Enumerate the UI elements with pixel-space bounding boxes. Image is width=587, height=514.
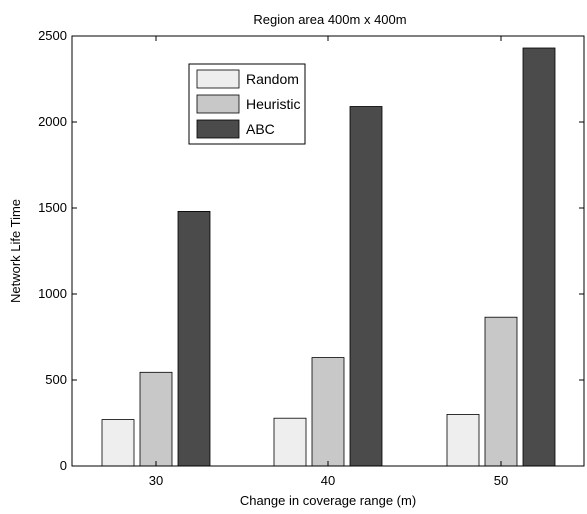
y-tick-label: 1500 — [38, 200, 67, 215]
x-tick-label: 40 — [321, 473, 335, 488]
y-tick-label: 2000 — [38, 114, 67, 129]
x-axis-label: Change in coverage range (m) — [240, 493, 416, 508]
chart-title: Region area 400m x 400m — [253, 12, 406, 27]
bars-group — [101, 47, 556, 467]
bar-heuristic-50 — [484, 316, 518, 467]
legend-label-random: Random — [246, 71, 299, 87]
bar-heuristic-30 — [139, 371, 173, 467]
bar-heuristic-40 — [311, 357, 345, 467]
ticks-group: 0 500 1000 1500 2000 2500 30 40 50 — [38, 28, 584, 488]
y-tick-label: 1000 — [38, 286, 67, 301]
y-tick-label: 500 — [45, 372, 67, 387]
bar-abc-50 — [522, 47, 556, 467]
bar-random-50 — [446, 413, 480, 467]
legend-swatch-random — [196, 69, 240, 89]
legend-swatch-abc — [196, 119, 240, 139]
x-tick-label: 30 — [149, 473, 163, 488]
bar-random-30 — [101, 419, 135, 467]
y-axis-label: Network Life Time — [8, 199, 23, 303]
legend: Random Heuristic ABC — [188, 63, 306, 145]
legend-label-heuristic: Heuristic — [246, 96, 300, 112]
x-tick-label: 50 — [494, 473, 508, 488]
bar-abc-40 — [349, 106, 383, 467]
legend-label-abc: ABC — [246, 121, 275, 137]
legend-swatch-heuristic — [196, 94, 240, 114]
y-tick-label: 0 — [60, 458, 67, 473]
plot-frame — [71, 35, 585, 467]
bar-abc-30 — [177, 210, 211, 467]
y-tick-label: 2500 — [38, 28, 67, 43]
bar-random-40 — [273, 417, 307, 467]
